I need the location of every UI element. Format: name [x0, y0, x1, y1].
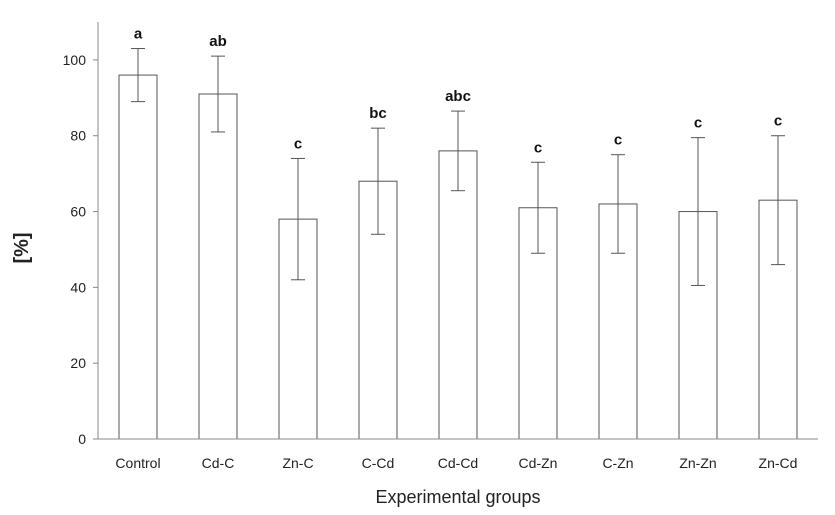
y-tick-label: 0 — [78, 431, 86, 447]
x-tick-label: C-Zn — [602, 455, 633, 471]
error-bars-layer — [131, 48, 785, 286]
x-tick-label: Zn-Cd — [759, 455, 798, 471]
bar — [438, 150, 478, 440]
error-bar — [371, 127, 385, 235]
y-tick-label: 100 — [63, 52, 87, 68]
error-bar — [771, 135, 785, 266]
significance-label: c — [614, 132, 622, 149]
x-tick-label: Zn-C — [282, 455, 313, 471]
x-tick-label: Cd-Cd — [438, 455, 478, 471]
error-bar — [291, 157, 305, 281]
significance-label: bc — [369, 105, 387, 122]
bar — [118, 74, 158, 440]
x-tick-label: Control — [115, 455, 160, 471]
significance-label: c — [534, 139, 542, 156]
error-bar — [691, 137, 705, 286]
error-bar — [531, 161, 545, 254]
significance-label: abc — [445, 88, 471, 105]
y-tick-label: 60 — [70, 204, 86, 220]
significance-label: a — [134, 26, 143, 43]
x-tick-label: Cd-C — [202, 455, 235, 471]
significance-label: c — [694, 115, 702, 132]
error-bar — [451, 110, 465, 192]
error-bar — [131, 48, 145, 103]
error-bar — [211, 55, 225, 133]
x-tick-label: Zn-Zn — [679, 455, 716, 471]
x-tick-label: Cd-Zn — [519, 455, 558, 471]
significance-label: c — [294, 135, 302, 152]
y-tick-label: 20 — [70, 355, 86, 371]
significance-label: c — [774, 113, 782, 130]
labels-layer: a Control ab Cd-C c Zn-C bc C-Cd abc Cd-Cd c Cd-Zn c… — [115, 26, 797, 471]
x-tick-label: C-Cd — [362, 455, 395, 471]
error-bar — [611, 154, 625, 254]
x-axis-title: Experimental groups — [375, 487, 540, 507]
y-tick-label: 80 — [70, 128, 86, 144]
y-tick-label: 40 — [70, 279, 86, 295]
axes-layer: 0 20 40 60 80 100 — [63, 22, 818, 447]
bar — [198, 93, 238, 440]
y-axis-title: [%] — [11, 232, 33, 263]
significance-label: ab — [209, 33, 227, 50]
